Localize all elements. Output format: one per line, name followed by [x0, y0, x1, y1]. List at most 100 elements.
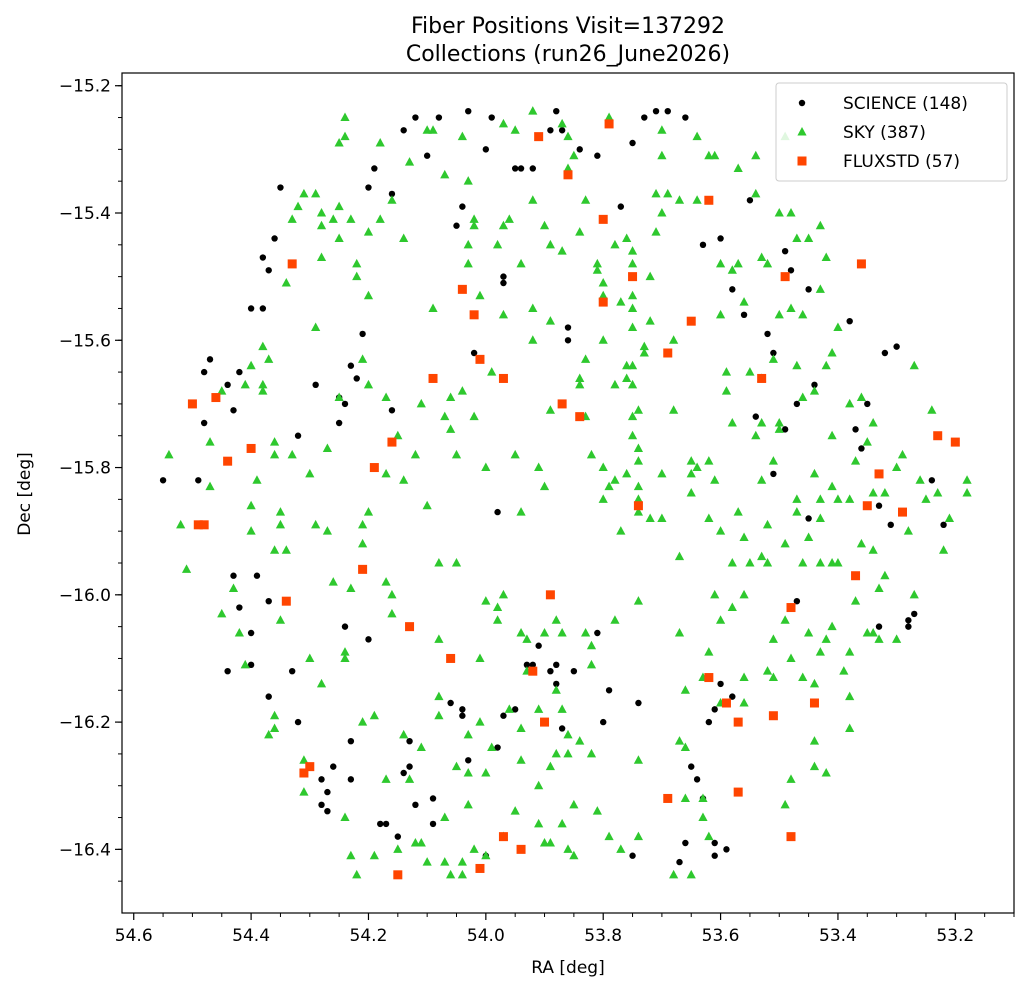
data-point — [711, 852, 718, 859]
data-point — [539, 481, 550, 491]
data-point — [698, 793, 708, 802]
data-point — [258, 386, 268, 395]
data-point — [545, 838, 555, 847]
data-point — [388, 407, 396, 414]
data-point — [633, 443, 644, 452]
data-point — [247, 629, 255, 637]
data-point — [705, 718, 713, 726]
x-axis-label: RA [deg] — [531, 958, 604, 978]
data-point — [692, 195, 702, 204]
data-point — [715, 258, 726, 268]
data-point — [534, 780, 544, 790]
data-point — [528, 303, 538, 312]
data-point — [287, 214, 297, 223]
data-point — [258, 379, 268, 389]
data-point — [539, 628, 550, 637]
data-point — [393, 844, 403, 853]
data-point — [463, 258, 473, 268]
data-point — [318, 776, 325, 783]
data-point — [369, 463, 379, 473]
data-point — [340, 647, 350, 656]
data-point — [686, 468, 696, 478]
data-point — [798, 672, 808, 682]
data-point — [446, 424, 456, 433]
data-point — [347, 737, 355, 745]
data-point — [316, 678, 327, 688]
data-point — [316, 252, 327, 262]
data-point — [669, 869, 679, 879]
data-point — [259, 254, 267, 261]
data-point — [394, 833, 402, 840]
data-point — [563, 163, 573, 172]
data-point — [369, 850, 379, 860]
data-point — [181, 564, 192, 573]
data-point — [833, 558, 843, 567]
data-point — [387, 195, 397, 204]
data-point — [312, 381, 319, 389]
data-point — [500, 273, 507, 280]
data-point — [236, 604, 243, 611]
data-point — [481, 768, 491, 777]
data-point — [335, 419, 343, 427]
data-point — [768, 354, 778, 363]
data-point — [793, 597, 801, 605]
data-point — [363, 507, 374, 516]
data-point — [903, 526, 913, 535]
data-point — [868, 418, 878, 427]
data-point — [334, 138, 344, 147]
data-point — [805, 286, 812, 293]
data-point — [774, 208, 784, 217]
data-point — [457, 386, 467, 395]
data-point — [739, 297, 749, 306]
data-point — [622, 233, 632, 242]
y-tick-label: −16.0 — [59, 586, 111, 606]
data-point — [440, 812, 450, 822]
data-point — [347, 776, 355, 783]
data-point — [721, 698, 731, 708]
data-point — [457, 857, 467, 866]
data-point — [410, 449, 421, 459]
data-point — [627, 258, 638, 268]
data-point — [406, 763, 413, 770]
data-point — [334, 233, 344, 242]
y-tick-label: −15.8 — [59, 459, 111, 479]
data-point — [950, 437, 960, 447]
data-point — [892, 462, 902, 472]
data-point — [569, 850, 579, 860]
data-point — [159, 477, 167, 484]
data-point — [517, 165, 525, 172]
data-point — [564, 337, 572, 344]
data-point — [264, 354, 274, 363]
data-point — [780, 272, 790, 282]
data-point — [381, 392, 391, 402]
data-point — [780, 615, 790, 624]
data-point — [523, 661, 531, 669]
data-point — [933, 488, 943, 497]
data-point — [639, 348, 649, 357]
data-point — [522, 634, 532, 643]
data-point — [434, 634, 444, 643]
data-point — [246, 360, 256, 370]
data-point — [429, 795, 437, 802]
data-point — [704, 150, 714, 160]
data-point — [281, 596, 291, 606]
data-point — [553, 661, 560, 669]
data-point — [682, 114, 689, 121]
data-point — [598, 462, 608, 472]
data-point — [381, 577, 391, 586]
data-point — [598, 297, 608, 307]
data-point — [927, 405, 937, 414]
data-point — [528, 666, 538, 676]
data-point — [944, 513, 955, 522]
data-point — [586, 640, 597, 650]
data-point — [240, 659, 250, 669]
data-point — [463, 799, 473, 809]
data-point — [563, 748, 573, 758]
data-point — [633, 831, 644, 841]
data-point — [375, 214, 385, 223]
data-point — [570, 667, 578, 675]
data-point — [633, 501, 643, 511]
data-point — [657, 125, 667, 134]
data-point — [604, 112, 614, 122]
data-point — [710, 150, 720, 160]
